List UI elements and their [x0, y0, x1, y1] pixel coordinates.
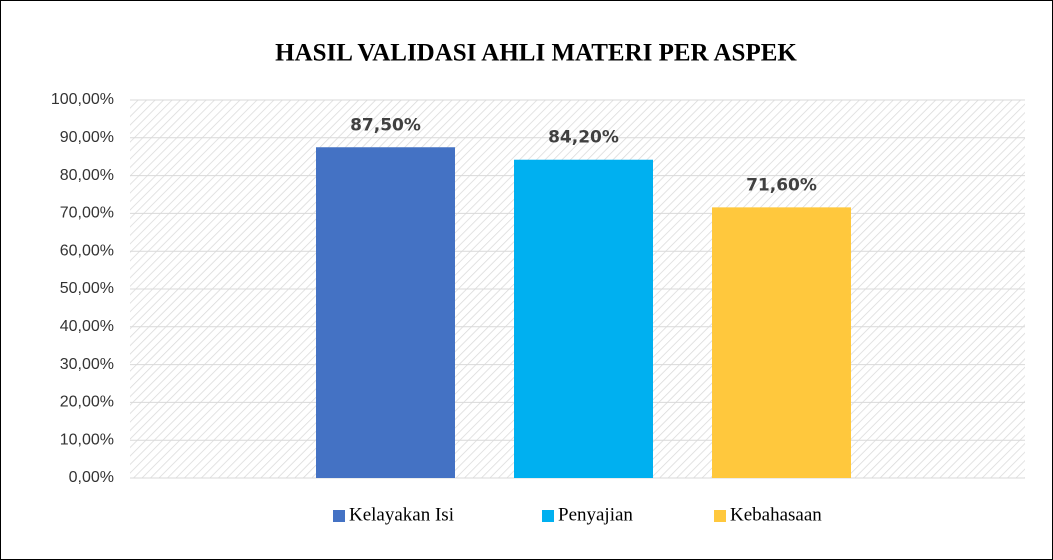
bar: [514, 159, 653, 478]
y-tick-label: 60,00%: [60, 242, 114, 259]
data-label: 84,20%: [548, 128, 619, 148]
data-label: 87,50%: [350, 115, 421, 135]
legend-swatch: [333, 510, 345, 522]
legend-label: Kebahasaan: [730, 504, 822, 525]
y-tick-label: 20,00%: [60, 394, 114, 411]
y-tick-label: 90,00%: [60, 129, 114, 146]
y-tick-label: 30,00%: [60, 356, 114, 373]
y-tick-label: 0,00%: [69, 469, 114, 486]
legend-swatch: [714, 510, 726, 522]
legend-label: Kelayakan Isi: [349, 504, 454, 525]
bar: [316, 147, 455, 478]
y-tick-label: 10,00%: [60, 431, 114, 448]
y-tick-label: 100,00%: [51, 91, 114, 108]
y-tick-label: 40,00%: [60, 318, 114, 335]
bar: [712, 207, 851, 479]
data-label: 71,60%: [746, 175, 817, 195]
y-tick-label: 80,00%: [60, 167, 114, 184]
y-tick-label: 70,00%: [60, 205, 114, 222]
legend-label: Penyajian: [558, 504, 633, 525]
legend-swatch: [542, 510, 554, 522]
y-tick-label: 50,00%: [60, 280, 114, 297]
chart-title: HASIL VALIDASI AHLI MATERI PER ASPEK: [275, 40, 797, 67]
